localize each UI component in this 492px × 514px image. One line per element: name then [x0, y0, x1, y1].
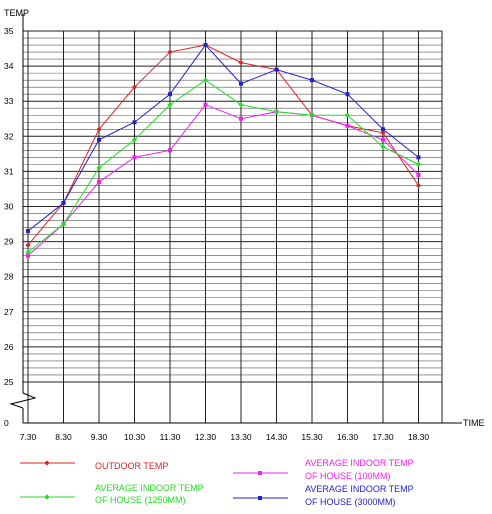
x-tick-label: 12.30	[195, 432, 217, 442]
x-tick-label: 15.30	[301, 432, 323, 442]
data-point	[61, 200, 66, 205]
series-group	[25, 42, 422, 258]
data-point	[203, 43, 208, 48]
x-tick-label: 11.30	[160, 432, 181, 442]
data-point	[415, 161, 422, 167]
legend: OUTDOOR TEMP AVERAGE INDOOR TEMP OF HOUSE …	[20, 458, 414, 507]
legend-label: OF HOUSE (3000MM)	[305, 497, 396, 507]
data-point	[310, 78, 314, 83]
data-point	[131, 137, 138, 143]
y-tick-label: 31	[4, 166, 14, 176]
y-tick-label: 28	[4, 272, 14, 282]
data-point	[380, 130, 386, 136]
data-point	[202, 77, 209, 83]
legend-swatch-marker	[258, 496, 262, 500]
y-tick-label: 34	[4, 61, 14, 71]
data-point	[60, 221, 67, 227]
legend-label: AVERAGE INDOOR TEMP	[95, 483, 204, 493]
y-axis-label: TEMP	[4, 8, 29, 18]
data-point	[168, 148, 172, 153]
data-point	[26, 229, 30, 234]
data-point	[345, 123, 350, 128]
legend-label: OUTDOOR TEMP	[95, 461, 168, 471]
data-point	[167, 102, 173, 108]
data-point	[96, 165, 102, 171]
data-point	[203, 102, 208, 107]
y-tick-label: 27	[4, 307, 14, 317]
x-tick-label: 18.30	[408, 432, 430, 442]
x-tick-label: 16.30	[337, 432, 359, 442]
legend-item-0: OUTDOOR TEMP	[20, 460, 168, 471]
data-point	[132, 120, 137, 125]
data-point	[238, 102, 244, 108]
legend-item-1: AVERAGE INDOOR TEMP OF HOUSE (100MM)	[233, 458, 414, 481]
axis-break-mark	[9, 392, 37, 409]
data-point	[25, 249, 31, 255]
data-point	[274, 67, 279, 72]
data-point	[97, 137, 101, 142]
data-point	[239, 116, 243, 121]
data-point	[380, 144, 386, 150]
data-point	[131, 84, 138, 90]
series-line	[27, 44, 419, 232]
axes	[9, 14, 462, 424]
x-tick-label: 8.30	[55, 432, 72, 442]
data-point	[381, 137, 385, 142]
x-tick-label: 9.30	[91, 432, 108, 442]
y-tick-label: 33	[4, 96, 14, 106]
series-2	[25, 77, 422, 255]
y-tick-label: 32	[4, 131, 14, 141]
x-tick-label: 7.30	[20, 432, 37, 442]
y-tick-label: 35	[4, 26, 14, 36]
data-point	[239, 81, 243, 86]
data-point	[344, 112, 351, 118]
data-point	[97, 179, 101, 184]
data-point	[309, 112, 315, 118]
x-tick-label: 10.30	[124, 432, 146, 442]
legend-swatch-marker	[44, 460, 50, 466]
legend-item-2: AVERAGE INDOOR TEMP OF HOUSE (1250MM)	[20, 483, 204, 505]
data-point	[345, 92, 350, 97]
series-line	[27, 79, 419, 253]
data-point	[273, 109, 280, 115]
data-point	[381, 127, 385, 132]
x-tick-label: 13.30	[230, 432, 252, 442]
legend-label: AVERAGE INDOOR TEMP	[305, 458, 414, 468]
legend-item-3: AVERAGE INDOOR TEMP OF HOUSE (3000MM)	[233, 484, 414, 507]
data-point	[415, 182, 422, 189]
y-tick-label: 26	[4, 342, 14, 352]
data-point	[25, 242, 31, 248]
data-point	[26, 253, 30, 258]
data-point	[416, 172, 421, 177]
data-point	[167, 49, 173, 55]
y-tick-label: 29	[4, 237, 14, 247]
y-tick-label: 25	[4, 377, 14, 387]
data-point	[416, 155, 421, 160]
data-point	[132, 155, 137, 160]
series-line	[27, 44, 419, 246]
data-point	[96, 126, 102, 132]
legend-label: OF HOUSE (1250MM)	[95, 495, 186, 505]
x-axis-label: TIME	[463, 418, 485, 428]
data-point	[238, 59, 244, 66]
series-line	[27, 104, 419, 257]
data-point	[168, 92, 172, 97]
x-tick-label: 14.30	[266, 432, 288, 442]
legend-label: OF HOUSE (100MM)	[305, 471, 391, 481]
legend-label: AVERAGE INDOOR TEMP	[305, 484, 414, 494]
series-3	[26, 43, 421, 234]
y-tick-label: 0	[4, 418, 9, 428]
x-tick-label: 17.30	[372, 432, 394, 442]
y-tick-label: 30	[4, 202, 14, 212]
legend-swatch-marker	[44, 494, 50, 500]
tick-labels: TEMP TIME 0 25 26 27 28 29 30 31 32 33 34 35 7.30 8.30 9…	[4, 8, 485, 442]
legend-swatch-marker	[258, 471, 262, 475]
grid	[23, 30, 443, 383]
